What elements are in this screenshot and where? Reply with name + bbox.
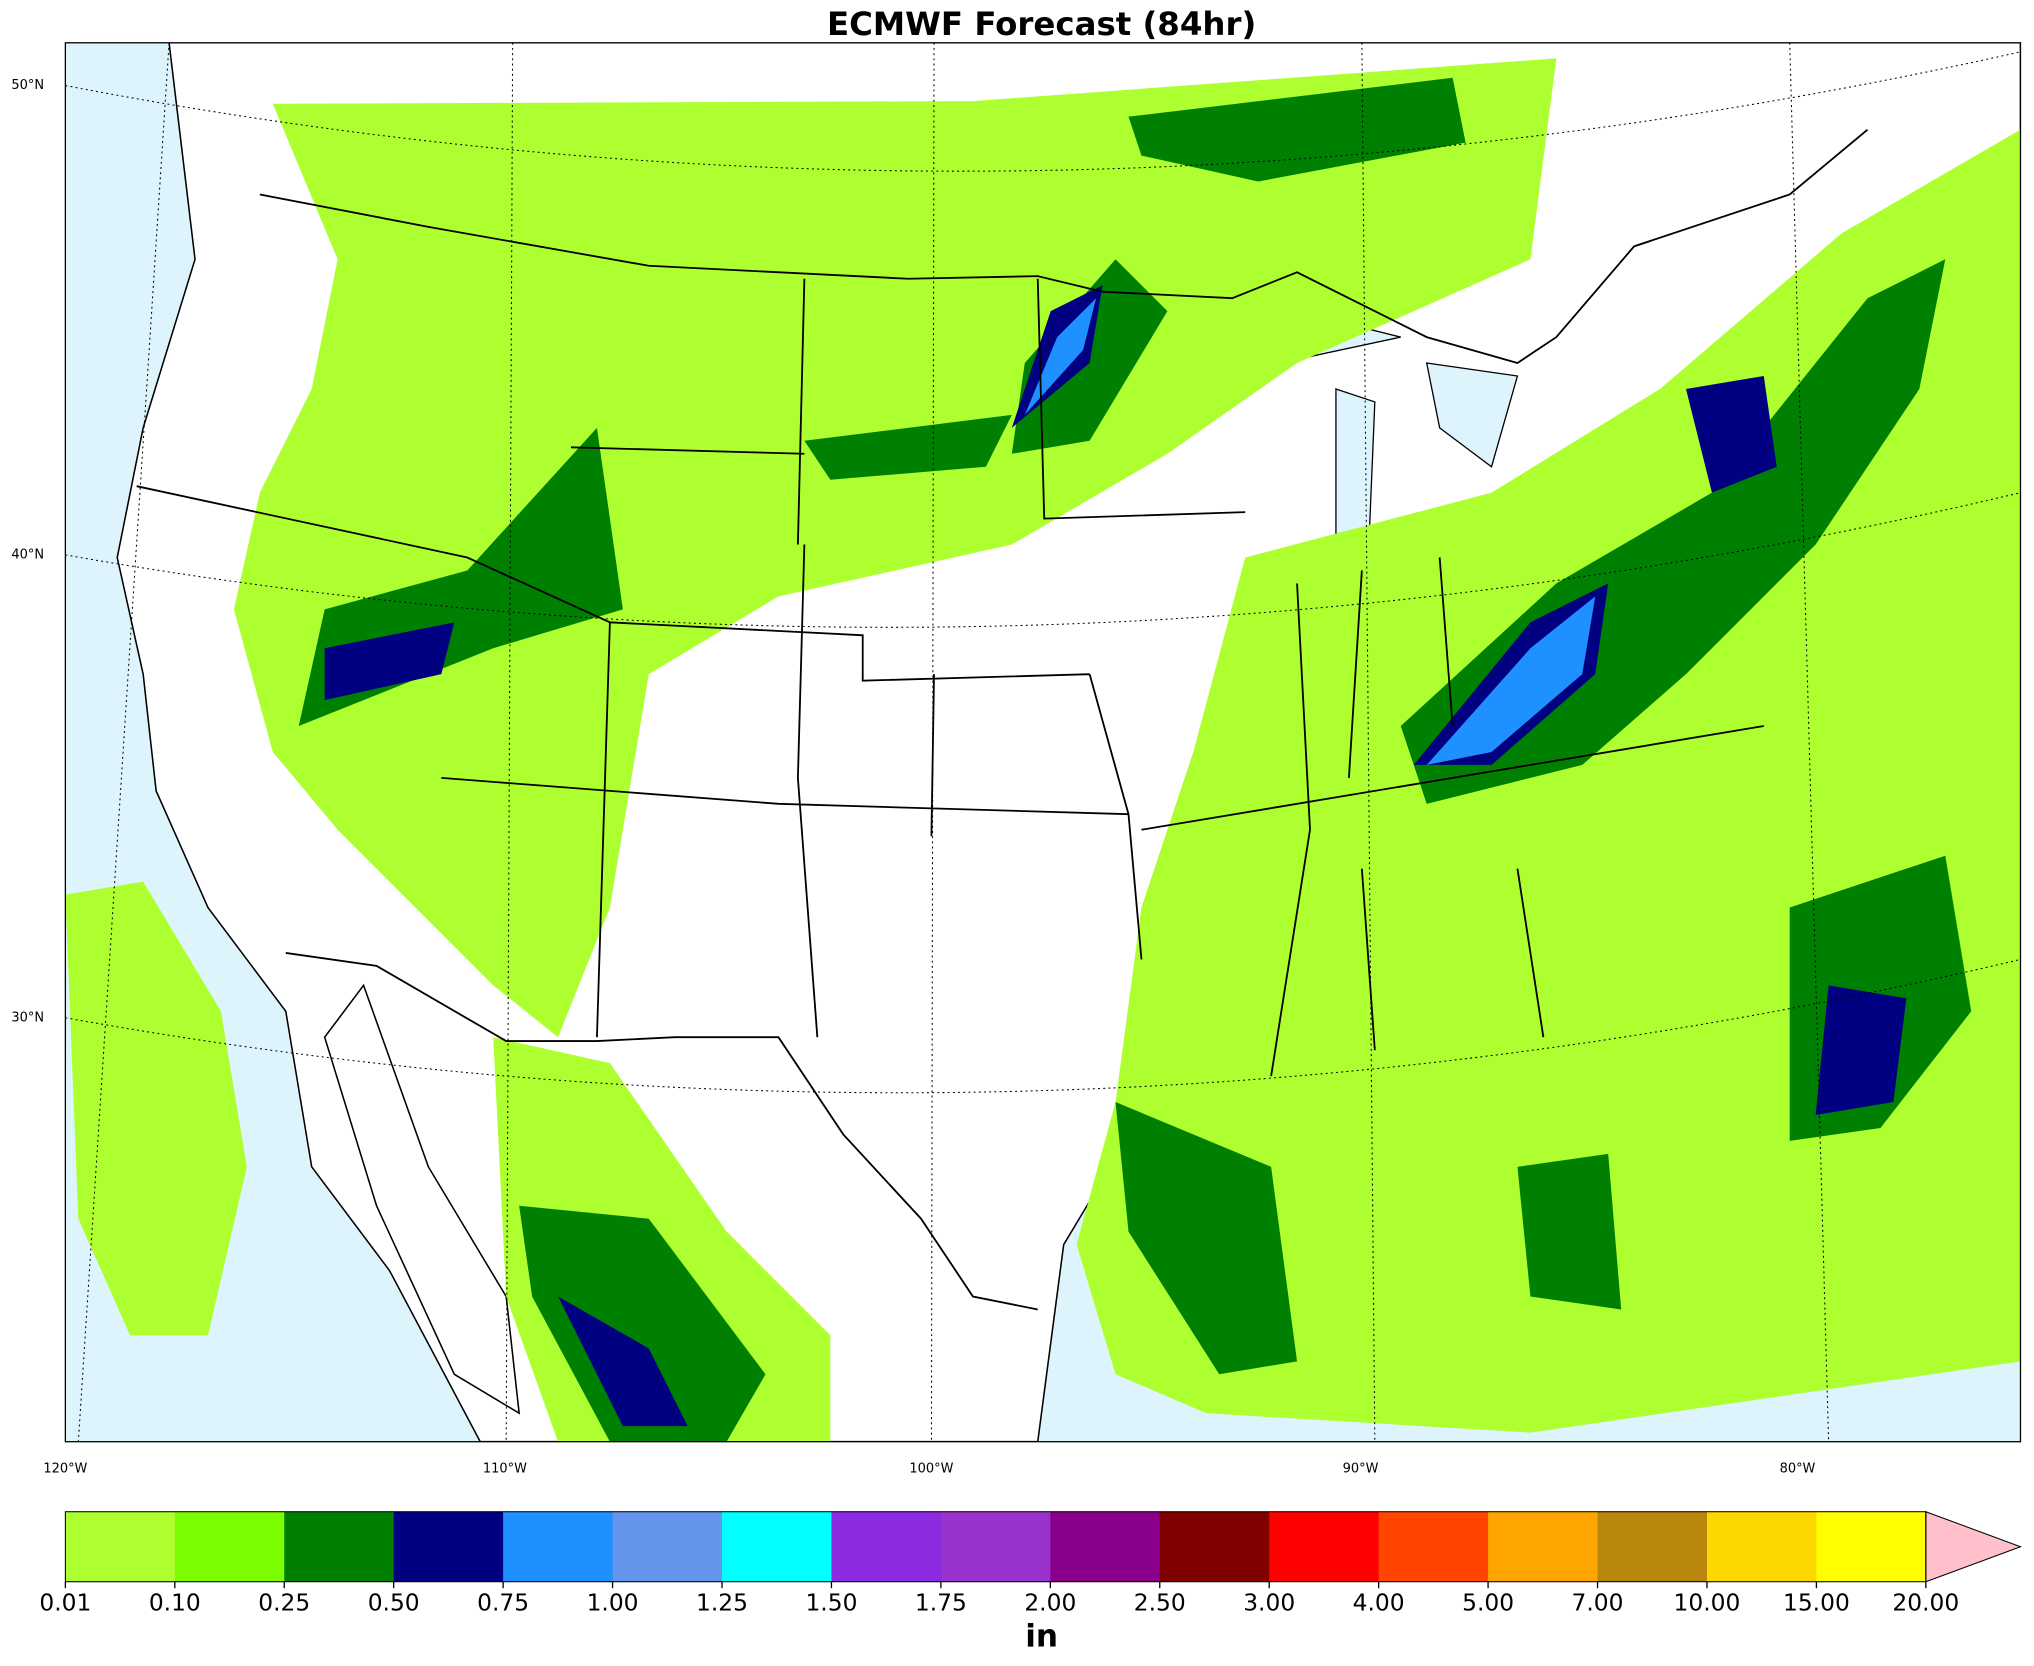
colorbar-tick-label: 1.75	[915, 1588, 967, 1616]
colorbar-tick-label: 2.00	[1024, 1588, 1076, 1616]
lon-label: 120°W	[43, 1461, 87, 1476]
colorbar-tick-label: 0.75	[477, 1588, 529, 1616]
colorbar-tick-label: 10.00	[1674, 1588, 1741, 1616]
colorbar: 0.01 0.10 0.25 0.50 0.75 1.00 1.25 1.50 1.75 2.00…	[39, 1510, 2022, 1616]
colorbar-segment	[1159, 1511, 1270, 1582]
lat-label: 40°N	[11, 547, 44, 562]
colorbar-segment	[1706, 1511, 1818, 1582]
border-us-mexico	[285, 952, 1038, 1311]
colorbar-tick-label: 15.00	[1783, 1588, 1850, 1616]
colorbar-tick-label: 0.10	[149, 1588, 201, 1616]
map	[65, 42, 2021, 1442]
lat-label: 30°N	[11, 1010, 44, 1025]
lon-label: 100°W	[909, 1461, 953, 1476]
precip-intense	[1024, 298, 1596, 765]
colorbar-tick-label: 1.25	[696, 1588, 748, 1616]
colorbar-tick-label: 2.50	[1134, 1588, 1186, 1616]
colorbar-segment	[65, 1511, 176, 1582]
map-frame	[64, 42, 2022, 1443]
colorbar-tick-label: 7.00	[1572, 1588, 1624, 1616]
colorbar-tick-label: 20.00	[1892, 1588, 1959, 1616]
colorbar-segment	[503, 1511, 614, 1582]
colorbar-tick-label: 0.25	[258, 1588, 310, 1616]
lon-label: 80°W	[1780, 1461, 1816, 1476]
colorbar-segment	[940, 1511, 1051, 1582]
colorbar-frame	[64, 1511, 1927, 1583]
lat-label: 50°N	[11, 78, 44, 93]
colorbar-extend	[1925, 1510, 2022, 1583]
colorbar-segment	[1816, 1511, 1927, 1582]
colorbar-segment	[1597, 1511, 1708, 1582]
colorbar-segment	[612, 1511, 723, 1582]
colorbar-tick-label: 3.00	[1243, 1588, 1295, 1616]
baja	[323, 983, 521, 1415]
border-us-canada	[259, 128, 1869, 365]
colorbar-segment	[284, 1511, 395, 1582]
colorbar-segment	[1488, 1511, 1599, 1582]
colorbar-tick-label: 0.01	[39, 1588, 91, 1616]
title: ECMWF Forecast (84hr)	[827, 5, 1256, 43]
colorbar-tick-label: 5.00	[1462, 1588, 1514, 1616]
colorbar-tick-label: 1.50	[805, 1588, 857, 1616]
colorbar-tick-label: 1.00	[587, 1588, 639, 1616]
colorbar-tick-label: 4.00	[1353, 1588, 1405, 1616]
colorbar-segment	[1378, 1511, 1489, 1582]
lon-label: 90°W	[1343, 1461, 1379, 1476]
colorbar-segment	[174, 1511, 285, 1582]
graticule	[65, 42, 2021, 1442]
state-lines	[136, 278, 1764, 1077]
colorbar-segment	[722, 1511, 833, 1582]
colorbar-units: in	[1025, 1618, 1058, 1654]
lon-label: 110°W	[483, 1461, 527, 1476]
colorbar-segment	[393, 1511, 504, 1582]
colorbar-segment	[1269, 1511, 1380, 1582]
colorbar-segment	[831, 1511, 942, 1582]
colorbar-segment	[1050, 1511, 1161, 1582]
axis-labels: 50°N 40°N 30°N 120°W 110°W 100°W 90°W 80°W	[11, 78, 1815, 1476]
colorbar-tick-label: 0.50	[368, 1588, 420, 1616]
